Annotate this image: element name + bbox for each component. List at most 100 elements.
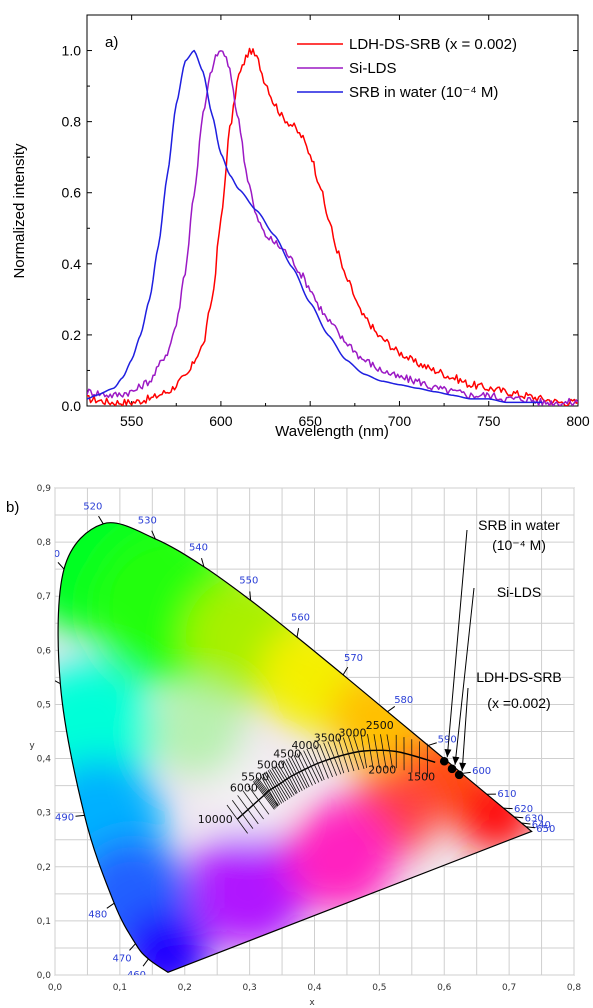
x-tick-label: 0,6	[437, 983, 452, 993]
isotherm-tick	[319, 744, 333, 778]
wavelength-label: 480	[88, 910, 107, 921]
isotherm-tick	[242, 790, 264, 820]
wavelength-tick	[151, 530, 156, 540]
sample-point-2	[447, 764, 457, 774]
sample-label-2: Si-LDS	[497, 584, 541, 600]
isotherm-tick	[280, 761, 298, 794]
wavelength-label: 610	[497, 789, 516, 800]
wavelength-label: 520	[83, 502, 102, 513]
x-tick-label: 0,3	[242, 983, 256, 993]
cct-label: 1500	[407, 770, 435, 783]
isotherm-tick	[237, 795, 259, 825]
sample-point-1	[439, 756, 449, 766]
wavelength-label: 530	[138, 516, 157, 527]
cct-label: 3500	[314, 731, 342, 744]
y-tick-label: 0,8	[37, 538, 52, 548]
isotherm-tick	[275, 764, 295, 796]
wavelength-tick	[201, 558, 205, 567]
gamut-blob	[152, 686, 243, 777]
isotherm-tick	[271, 767, 291, 799]
x-tick-label: 0,2	[178, 983, 192, 993]
isotherm-tick	[277, 763, 297, 795]
wavelength-label: 490	[55, 812, 74, 823]
wavelength-label: 650	[536, 824, 555, 835]
wavelength-label: 500	[33, 669, 52, 680]
isotherm-tick	[303, 750, 320, 783]
y-tick-label: 0,4	[37, 755, 52, 765]
y-tick-label: 0,3	[37, 809, 51, 819]
gamut-outline	[57, 522, 533, 973]
wavelength-tick	[55, 680, 61, 685]
y-tick-label: 0,5	[37, 700, 51, 710]
isotherm-tick	[310, 746, 325, 780]
y-tick-label: 1.0	[62, 43, 82, 59]
cct-label: 2500	[366, 719, 394, 732]
wavelength-tick	[387, 706, 396, 713]
isotherm-tick	[285, 758, 303, 791]
wavelength-label: 580	[394, 695, 413, 706]
x-tick-label: 550	[120, 413, 144, 429]
isotherm-tick	[293, 754, 310, 788]
isotherm-tick	[288, 757, 306, 790]
isotherm-tick	[337, 738, 350, 773]
isotherm-tick	[231, 799, 254, 829]
isotherm-tick	[353, 735, 365, 769]
sample-arrowhead-2	[452, 756, 460, 765]
isotherm-tick	[332, 739, 345, 774]
isotherm-tick	[360, 733, 368, 769]
isotherm-tick	[254, 780, 276, 809]
isotherm-tick	[226, 804, 248, 834]
panel-a-ticks: 550 600 650 700 750 800 0.0 0.2 0.4 0.6 0.8 1.0	[62, 14, 590, 429]
wavelength-tick	[98, 515, 104, 525]
isotherm-tick	[263, 772, 283, 804]
x-tick-label: 700	[388, 413, 412, 429]
panel-a-label: a)	[105, 34, 118, 51]
isotherm-tick	[323, 742, 338, 776]
isotherm-tick	[290, 756, 308, 789]
cct-label: 6000	[230, 781, 258, 794]
sample-arrow-3	[461, 687, 469, 771]
isotherm-tick	[327, 741, 342, 775]
sample-label-line2-3: (x =0.002)	[487, 695, 550, 711]
wavelength-tick	[461, 771, 471, 774]
sample-point-3	[454, 770, 464, 780]
isotherm-tick	[306, 748, 323, 782]
y-tick-label: 0.0	[62, 398, 82, 414]
isotherm-tick	[296, 753, 313, 786]
panel-b-sample-points: SRB in water (10⁻⁴ M) Si-LDS LDH-DS-SRB (x =…	[439, 517, 562, 780]
wavelength-label: 590	[438, 734, 457, 745]
panel-b-y-axis-title: y	[29, 741, 35, 751]
wavelength-label: 460	[127, 970, 146, 981]
series-line-2	[87, 50, 578, 406]
wavelength-label: 630	[525, 814, 544, 825]
y-tick-label: 0,7	[37, 592, 51, 602]
wavelength-tick	[521, 822, 531, 825]
wavelength-label: 550	[239, 575, 258, 586]
isotherm-tick	[253, 781, 275, 810]
x-tick-label: 650	[299, 413, 323, 429]
panel-a-x-axis-title: Wavelength (nm)	[275, 423, 389, 440]
isotherm-tick	[269, 769, 289, 800]
panel-a-series	[87, 47, 578, 406]
legend-label-1: LDH-DS-SRB (x = 0.002)	[349, 36, 517, 53]
wavelength-tick	[142, 958, 149, 967]
sample-label-line2-1: (10⁻⁴ M)	[492, 537, 546, 553]
wavelength-tick	[514, 816, 524, 819]
x-tick-label: 0,5	[372, 983, 386, 993]
wavelength-tick	[57, 562, 65, 570]
y-tick-label: 0,9	[37, 484, 52, 494]
wavelength-label: 510	[41, 549, 60, 560]
wavelength-tick	[525, 826, 535, 829]
x-tick-label: 0,7	[502, 983, 516, 993]
legend-label-2: Si-LDS	[349, 60, 397, 77]
cct-label: 2000	[368, 764, 396, 777]
gamut-blob	[120, 908, 211, 973]
sample-arrow-2	[454, 587, 475, 765]
x-tick-label: 600	[209, 413, 233, 429]
isotherm-tick	[283, 760, 301, 793]
wavelength-tick	[106, 902, 115, 909]
y-tick-label: 0.8	[62, 114, 82, 130]
x-tick-label: 0,1	[113, 983, 127, 993]
